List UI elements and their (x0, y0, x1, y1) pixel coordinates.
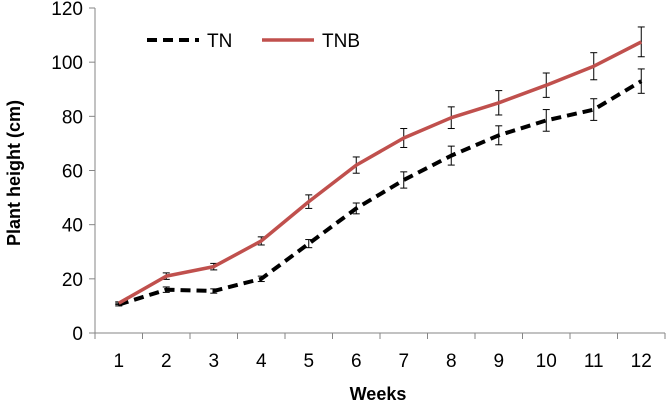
series-line-tnb (117, 40, 643, 305)
x-tick-label: 7 (398, 351, 409, 372)
series-tnb (115, 26, 645, 306)
series-line-tn (118, 79, 643, 307)
y-tick-label: 120 (51, 0, 83, 20)
x-tick-label: 2 (161, 351, 172, 372)
x-tick-label: 8 (446, 351, 457, 372)
y-axis-title: Plant height (cm) (4, 100, 24, 246)
y-tick-label: 40 (62, 216, 83, 237)
x-tick-label: 5 (303, 351, 314, 372)
x-tick-label: 3 (208, 351, 219, 372)
y-tick-label: 80 (62, 107, 83, 128)
y-tick-label: 20 (62, 270, 83, 291)
series-group (115, 26, 645, 307)
y-tick-label: 100 (51, 53, 83, 74)
x-tick-label: 4 (256, 351, 267, 372)
x-tick-label: 9 (493, 351, 504, 372)
x-tick-label: 6 (351, 351, 362, 372)
x-tick-label: 1 (113, 351, 124, 372)
y-tick-label: 0 (72, 324, 83, 345)
y-tick-label: 60 (62, 162, 83, 183)
legend: TN TNB (147, 31, 360, 52)
x-tick-label: 10 (536, 351, 557, 372)
legend-label-tn: TN (207, 31, 232, 52)
y-axis-ticks: 0 20 40 60 80 100 120 (51, 0, 95, 345)
x-tick-label: 11 (584, 351, 604, 372)
series-tn (115, 68, 645, 307)
x-tick-label: 12 (631, 351, 652, 372)
chart-axes (94, 8, 665, 334)
legend-label-tnb: TNB (322, 31, 360, 52)
x-axis-title: Weeks (350, 384, 407, 404)
x-axis-ticks: 1 2 3 4 5 6 7 8 9 10 11 12 (94, 333, 666, 372)
